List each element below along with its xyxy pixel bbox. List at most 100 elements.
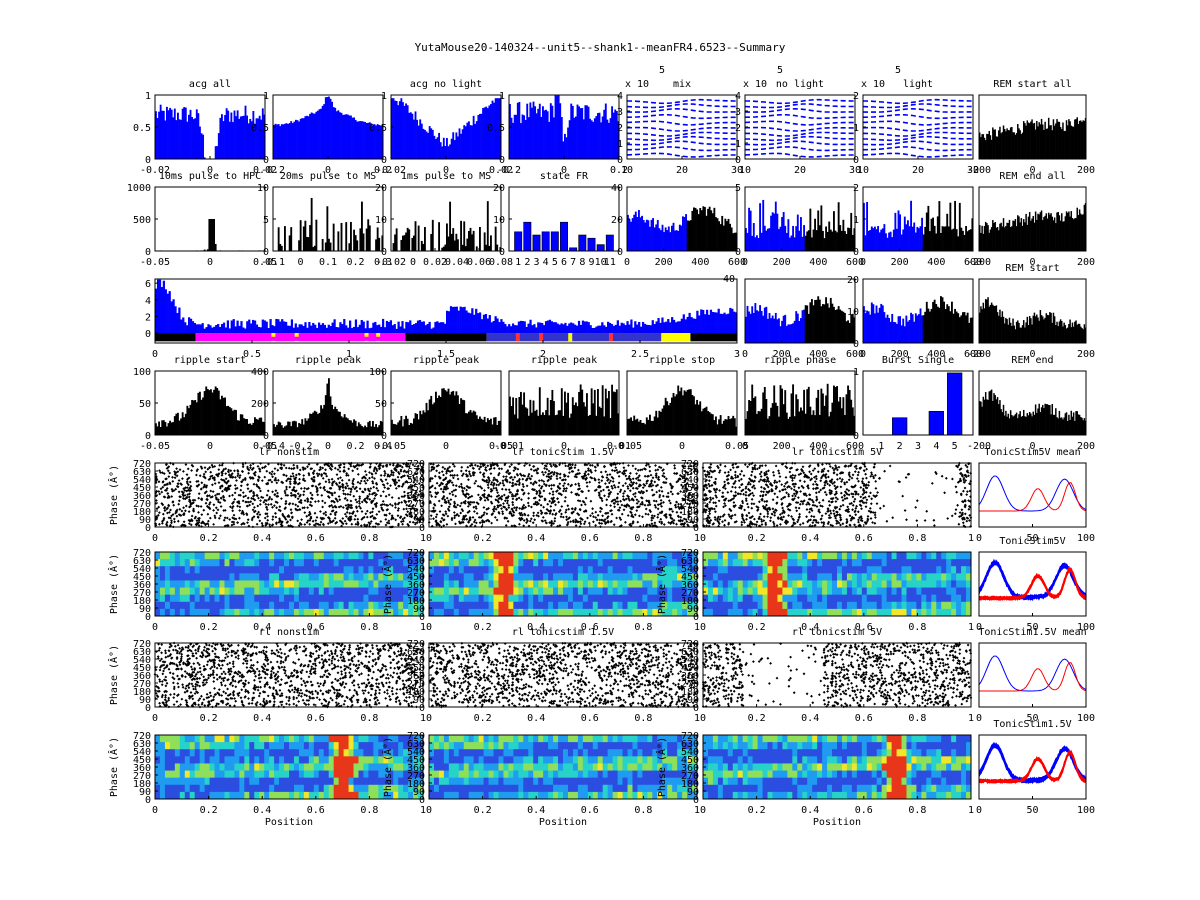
rate-bar: [826, 303, 829, 343]
heatmap-cell: [871, 587, 878, 596]
heatmap-cell: [254, 601, 260, 610]
x-tick-label: 600: [846, 349, 864, 360]
heatmap-cell: [503, 756, 509, 764]
rate-bar: [836, 232, 839, 251]
heatmap-cell: [358, 573, 364, 581]
heatmap-cell: [966, 559, 972, 567]
histogram-bar: [438, 395, 441, 435]
rate-bar: [833, 306, 835, 343]
histogram-bar: [1051, 322, 1054, 343]
heatmap-cell: [642, 587, 648, 596]
histogram-bar: [1026, 413, 1029, 435]
rate-bar: [661, 317, 664, 334]
histogram-bar: [411, 237, 414, 251]
heatmap-cell: [373, 770, 379, 779]
rate-bar: [722, 225, 725, 251]
heatmap-cell: [896, 608, 902, 617]
rate-bar: [166, 293, 169, 334]
rate-bar: [632, 327, 635, 334]
heatmap-cell: [513, 749, 519, 757]
heatmap-cell: [343, 770, 349, 779]
heatmap-cell: [582, 735, 589, 743]
heatmap-cell: [333, 770, 340, 779]
histogram-bar: [779, 385, 782, 435]
heatmap-cell: [488, 566, 494, 574]
histogram-bar: [812, 410, 815, 435]
heatmap-cell: [567, 573, 574, 581]
heatmap-cell: [184, 784, 191, 793]
histogram-bar: [571, 105, 574, 159]
heatmap-cell: [254, 594, 260, 603]
heatmap-cell: [363, 601, 369, 610]
histogram-bar: [1017, 215, 1019, 251]
x-tick-label: 0.05: [489, 441, 513, 452]
heatmap-cell: [572, 756, 579, 764]
heatmap-cell: [408, 749, 414, 757]
rate-bar: [250, 323, 253, 334]
histogram-bar: [781, 388, 784, 435]
histogram-bar: [413, 119, 415, 159]
heatmap-cell: [837, 601, 843, 610]
rate-bar: [787, 324, 790, 343]
heatmap-cell: [274, 559, 280, 567]
heatmap-cell: [926, 552, 932, 560]
rate-bar: [817, 210, 820, 251]
heatmap-cell: [323, 784, 330, 793]
histogram-bar: [1061, 213, 1063, 251]
histogram-bar: [1025, 322, 1027, 343]
heatmap-cell: [433, 749, 440, 757]
histogram-bar: [324, 97, 327, 159]
heatmap-cell: [164, 594, 171, 603]
x-tick-label: 1: [420, 533, 426, 544]
rate-bar: [500, 319, 503, 334]
heatmap-cell: [229, 735, 235, 743]
rate-bar: [477, 313, 480, 334]
histogram-bar: [801, 410, 804, 435]
heatmap-cell: [692, 573, 698, 581]
histogram-bar: [1030, 220, 1032, 251]
heatmap-cell: [792, 580, 798, 588]
heatmap-cell: [712, 552, 719, 560]
heatmap-cell: [234, 777, 240, 786]
trace-line: [863, 98, 973, 105]
heatmap-cell: [682, 601, 688, 610]
heatmap-cell: [373, 777, 379, 786]
rate-bar: [749, 210, 752, 251]
rate-bar: [269, 319, 272, 334]
heatmap-cell: [538, 608, 544, 617]
rate-bar: [708, 206, 711, 251]
heatmap-cell: [413, 763, 419, 771]
heatmap-cell: [577, 594, 584, 603]
heatmap-cell: [577, 552, 584, 560]
rate-bar: [968, 229, 971, 251]
heatmap-cell: [627, 566, 633, 574]
y-tick-label: 90: [687, 695, 699, 706]
histogram-bar: [556, 414, 559, 435]
heatmap-cell: [672, 587, 678, 596]
heatmap-cell: [378, 749, 384, 757]
histogram-bar: [1025, 213, 1027, 251]
y-tick-label: 450: [133, 483, 151, 494]
x-tick-label: 0.6: [581, 713, 599, 724]
heatmap-cell: [911, 566, 917, 574]
heatmap-cell: [577, 756, 584, 764]
trace-line: [626, 140, 737, 146]
heatmap-cell: [493, 559, 499, 567]
heatmap-cell: [627, 601, 633, 610]
heatmap-cell: [861, 601, 868, 610]
heatmap-cell: [219, 749, 225, 757]
rate-bar: [656, 219, 659, 251]
heatmap-cell: [298, 791, 305, 800]
heatmap-cell: [837, 559, 843, 567]
rate-bar: [686, 316, 689, 334]
heatmap-cell: [194, 566, 201, 574]
rate-bar: [811, 299, 813, 343]
y-tick-label: 20: [847, 275, 859, 286]
histogram-bar: [696, 399, 699, 435]
histogram-bar: [669, 402, 672, 435]
rate-bar: [765, 306, 768, 343]
heatmap-cell: [792, 608, 798, 617]
heatmap-cell: [951, 601, 957, 610]
heatmap-cell: [274, 601, 280, 610]
